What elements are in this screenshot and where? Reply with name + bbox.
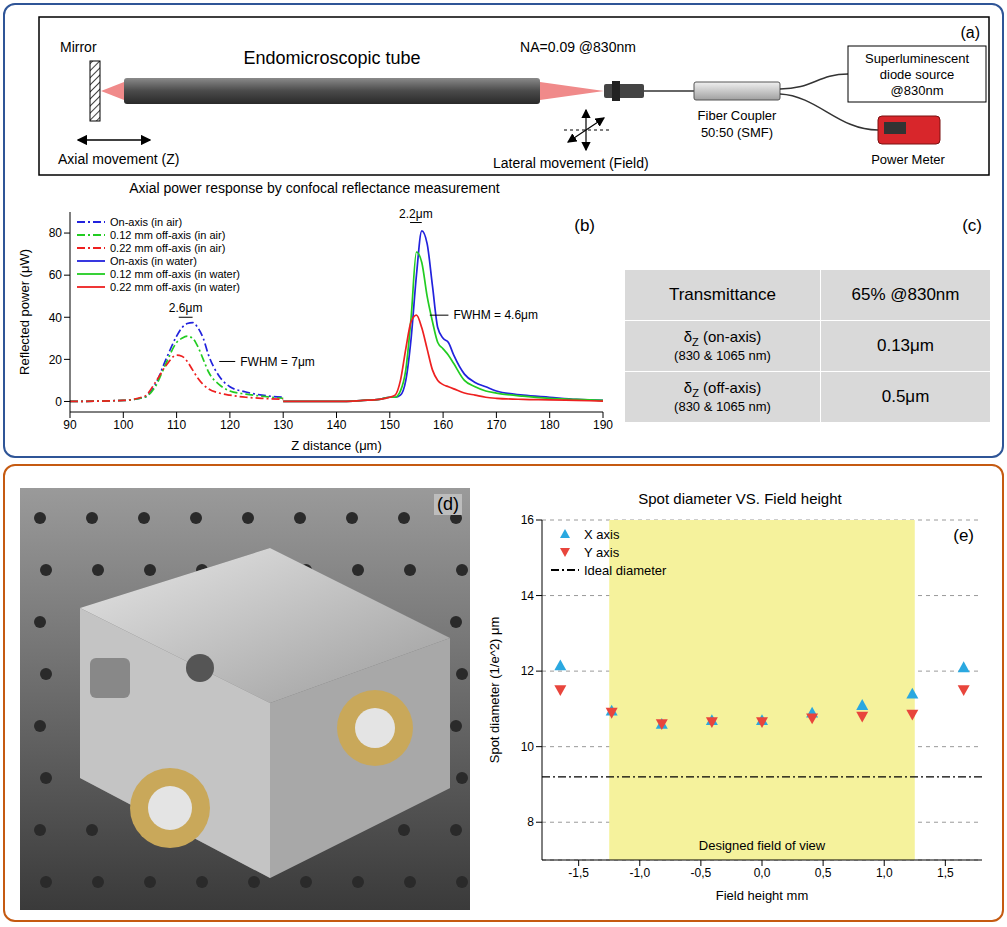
svg-text:10: 10 [521,740,535,754]
html-text:0.22 mm off-axis (in air): 0.22 mm off-axis (in air) [110,241,226,254]
svg-text:diode source: diode source [880,67,954,82]
html-text:On-axis (in water): On-axis (in water) [110,254,197,267]
svg-text:-1,5: -1,5 [568,866,589,880]
svg-text:Reflected power (μW): Reflected power (μW) [17,249,32,375]
svg-text:130: 130 [273,418,293,432]
svg-text:-1,0: -1,0 [629,866,650,880]
svg-text:12: 12 [521,664,535,678]
svg-text:20: 20 [49,353,63,367]
svg-text:90: 90 [63,418,77,432]
html-text:Spot diameter VS. Field height: Spot diameter VS. Field height [638,490,842,507]
svg-text:0,5: 0,5 [815,866,832,880]
svg-text:@830nm: @830nm [891,83,944,98]
svg-text:0,0: 0,0 [754,866,771,880]
svg-text:Axial movement (Z): Axial movement (Z) [58,151,179,167]
svg-text:190: 190 [593,418,613,432]
html-text:0.5μm: 0.5μm [881,387,930,406]
svg-text:Field height mm: Field height mm [716,888,808,903]
svg-text:2.2μm: 2.2μm [399,207,433,221]
svg-text:40: 40 [49,311,63,325]
html-text:δZ (off-axis): δZ (off-axis) [683,379,762,400]
svg-text:60: 60 [49,268,63,282]
html-text:65% @830nm: 65% @830nm [851,285,960,304]
svg-text:1,5: 1,5 [937,866,954,880]
html-text:0.12 mm off-axis (in air): 0.12 mm off-axis (in air) [110,228,226,241]
svg-text:Spot diameter (1/e^2) μm: Spot diameter (1/e^2) μm [487,617,502,764]
html-text:δZ (on-axis): δZ (on-axis) [683,328,762,349]
html-text:X axis: X axis [584,526,620,542]
svg-text:110: 110 [167,418,186,432]
svg-text:-0,5: -0,5 [691,866,712,880]
html-text:(c): (c) [962,216,982,235]
svg-text:1,0: 1,0 [876,866,893,880]
svg-text:140: 140 [326,418,346,432]
svg-text:16: 16 [521,513,535,527]
svg-text:0: 0 [55,395,62,409]
html-text:(830 & 1065 nm): (830 & 1065 nm) [674,398,771,414]
html-text:(b): (b) [574,216,595,235]
svg-text:170: 170 [486,418,506,432]
html-text:Transmittance: Transmittance [669,285,776,305]
svg-text:NA=0.09 @830nm: NA=0.09 @830nm [520,39,636,55]
svg-text:Designed field of view: Designed field of view [699,838,826,853]
svg-text:Z distance (μm): Z distance (μm) [291,438,382,453]
html-text:0.22 mm off-axis (in water): 0.22 mm off-axis (in water) [110,280,240,293]
svg-text:Endomicroscopic tube: Endomicroscopic tube [243,48,420,68]
svg-text:160: 160 [433,418,453,432]
html-text:Axial power response by confoc: Axial power response by confocal reflect… [129,180,500,196]
svg-text:FWHM = 4.6μm: FWHM = 4.6μm [453,308,538,322]
html-text:(830 & 1065 nm): (830 & 1065 nm) [674,347,771,363]
svg-text:150: 150 [380,418,400,432]
html-text:(e): (e) [953,526,974,545]
html-text:Ideal diameter: Ideal diameter [584,562,667,578]
svg-text:80: 80 [49,226,63,240]
svg-text:120: 120 [220,418,240,432]
svg-text:100: 100 [113,418,133,432]
svg-text:14: 14 [521,589,535,603]
html-text:0.12 mm off-axis (in water): 0.12 mm off-axis (in water) [110,267,240,280]
svg-text:FWHM = 7μm: FWHM = 7μm [240,355,315,369]
svg-text:Lateral movement (Field): Lateral movement (Field) [493,155,649,171]
html-text:0.13μm: 0.13μm [877,336,934,355]
svg-text:50:50 (SMF): 50:50 (SMF) [701,125,773,140]
svg-text:Superluminescent: Superluminescent [865,51,969,66]
svg-text:2.6μm: 2.6μm [169,301,203,315]
html-text:On-axis (in air): On-axis (in air) [110,215,183,228]
svg-text:180: 180 [540,418,560,432]
svg-text:Power Meter: Power Meter [871,152,945,167]
html-text:Y axis: Y axis [584,544,620,560]
svg-text:(a): (a) [960,24,980,41]
html-text:(d): (d) [437,494,459,514]
svg-text:Mirror: Mirror [60,39,97,55]
svg-text:8: 8 [527,815,534,829]
svg-text:Fiber Coupler: Fiber Coupler [698,108,777,123]
